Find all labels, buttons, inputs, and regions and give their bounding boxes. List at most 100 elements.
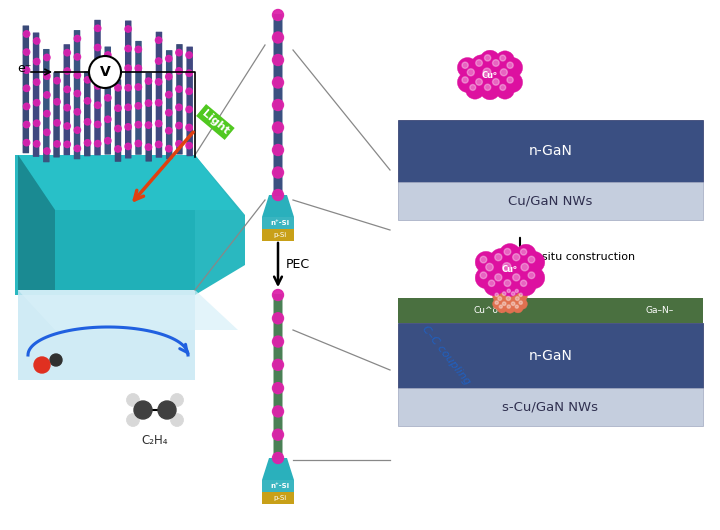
Circle shape [104, 95, 111, 101]
Circle shape [497, 303, 507, 313]
Circle shape [503, 263, 511, 271]
Polygon shape [15, 155, 245, 295]
Circle shape [516, 244, 536, 264]
Circle shape [500, 289, 511, 301]
Bar [398, 323, 703, 388]
Circle shape [495, 301, 498, 304]
Circle shape [166, 110, 172, 116]
Bar [262, 217, 294, 229]
FancyBboxPatch shape [176, 44, 183, 155]
Circle shape [127, 393, 140, 407]
Circle shape [64, 123, 71, 129]
Circle shape [507, 305, 510, 308]
Circle shape [125, 26, 131, 32]
Circle shape [272, 122, 284, 133]
Circle shape [503, 72, 523, 92]
Circle shape [114, 85, 121, 91]
Polygon shape [18, 155, 238, 210]
Circle shape [509, 299, 520, 311]
Circle shape [517, 290, 527, 302]
Circle shape [272, 289, 284, 301]
Circle shape [471, 74, 492, 95]
Text: Light: Light [200, 108, 230, 136]
Circle shape [513, 287, 523, 297]
Circle shape [486, 263, 493, 271]
Circle shape [94, 45, 101, 51]
Circle shape [50, 354, 62, 366]
Circle shape [34, 79, 40, 85]
Circle shape [272, 313, 284, 324]
Circle shape [145, 122, 152, 128]
Circle shape [94, 102, 101, 109]
Circle shape [480, 258, 505, 282]
FancyBboxPatch shape [43, 49, 50, 162]
Circle shape [272, 383, 284, 394]
Polygon shape [18, 155, 55, 290]
Bar [398, 388, 703, 426]
Text: p-Si: p-Si [274, 232, 287, 238]
Circle shape [523, 267, 545, 289]
Circle shape [44, 129, 50, 136]
Circle shape [104, 52, 111, 58]
Circle shape [272, 10, 284, 21]
FancyBboxPatch shape [63, 44, 70, 155]
Circle shape [74, 36, 81, 42]
Circle shape [64, 104, 71, 111]
Circle shape [54, 120, 60, 126]
Circle shape [176, 122, 182, 129]
Circle shape [272, 359, 284, 370]
Circle shape [114, 105, 121, 111]
Circle shape [513, 294, 525, 306]
Circle shape [495, 294, 508, 306]
Circle shape [516, 276, 536, 296]
Circle shape [166, 92, 172, 98]
Circle shape [487, 74, 509, 95]
Circle shape [23, 103, 30, 110]
Circle shape [498, 297, 502, 301]
Circle shape [166, 56, 172, 62]
Circle shape [186, 106, 192, 112]
Circle shape [500, 299, 511, 311]
Circle shape [467, 69, 474, 76]
Text: Cu^δ+: Cu^δ+ [474, 306, 506, 315]
Circle shape [516, 289, 518, 293]
Circle shape [523, 251, 545, 273]
Circle shape [507, 77, 513, 83]
Circle shape [125, 84, 131, 91]
Circle shape [94, 83, 101, 89]
Circle shape [521, 280, 527, 286]
Circle shape [104, 73, 111, 79]
Circle shape [74, 109, 81, 115]
Circle shape [477, 63, 503, 87]
Circle shape [23, 121, 30, 128]
Circle shape [457, 58, 477, 78]
Circle shape [504, 280, 510, 286]
Circle shape [495, 254, 502, 261]
Circle shape [462, 77, 468, 83]
Circle shape [272, 145, 284, 155]
Circle shape [490, 249, 513, 271]
Text: Cu⁰: Cu⁰ [502, 266, 518, 275]
Circle shape [272, 100, 284, 110]
Circle shape [64, 141, 71, 147]
Circle shape [84, 98, 91, 104]
Circle shape [176, 104, 182, 111]
Circle shape [114, 126, 121, 132]
Circle shape [480, 50, 500, 70]
Circle shape [23, 67, 30, 73]
Circle shape [516, 297, 519, 301]
Circle shape [145, 144, 152, 151]
FancyBboxPatch shape [104, 47, 111, 155]
Circle shape [272, 190, 284, 200]
Circle shape [492, 298, 503, 310]
Circle shape [64, 86, 71, 93]
Circle shape [186, 52, 192, 58]
Circle shape [94, 64, 101, 70]
Circle shape [166, 145, 172, 152]
Circle shape [156, 100, 162, 106]
Circle shape [89, 56, 121, 88]
Circle shape [509, 289, 520, 301]
Circle shape [125, 104, 131, 110]
Circle shape [470, 84, 476, 91]
Circle shape [84, 77, 91, 83]
